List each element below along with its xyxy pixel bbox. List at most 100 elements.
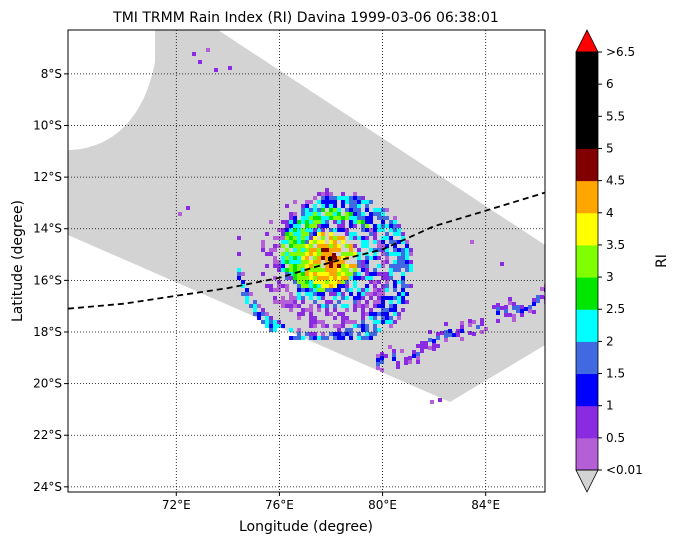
rain-cell bbox=[317, 256, 321, 260]
rain-cell bbox=[349, 244, 353, 248]
rain-cell bbox=[357, 332, 361, 336]
rain-cell bbox=[345, 212, 349, 216]
rain-cell bbox=[317, 304, 321, 308]
rain-cell bbox=[297, 228, 301, 232]
rain-cell bbox=[405, 260, 409, 264]
rain-cell bbox=[313, 272, 317, 276]
rain-cell bbox=[361, 200, 365, 204]
rain-cell bbox=[341, 196, 345, 200]
rain-cell bbox=[321, 276, 325, 280]
rain-cell bbox=[281, 260, 285, 264]
rain-cell bbox=[357, 292, 361, 296]
rain-cell bbox=[317, 224, 321, 228]
rain-cell bbox=[357, 200, 361, 204]
rain-cell bbox=[341, 200, 345, 204]
rain-cell bbox=[353, 236, 357, 240]
rain-cell bbox=[313, 240, 317, 244]
rain-cell bbox=[508, 297, 512, 301]
rain-cell bbox=[289, 328, 293, 332]
rain-cell bbox=[285, 220, 289, 224]
rain-cell bbox=[309, 200, 313, 204]
colorbar-tick-label: 3 bbox=[606, 270, 614, 284]
rain-cell bbox=[444, 338, 448, 342]
rain-cell bbox=[317, 212, 321, 216]
rain-cell bbox=[357, 196, 361, 200]
rain-cell bbox=[369, 292, 373, 296]
rain-cell bbox=[528, 305, 532, 309]
rain-cell bbox=[285, 288, 289, 292]
rain-cell bbox=[357, 256, 361, 260]
rain-cell bbox=[333, 288, 337, 292]
rain-cell bbox=[341, 204, 345, 208]
rain-cell bbox=[265, 284, 269, 288]
rain-cell bbox=[305, 256, 309, 260]
rain-cell bbox=[313, 320, 317, 324]
rain-cell bbox=[353, 208, 357, 212]
rain-cell bbox=[392, 349, 396, 353]
rain-cell bbox=[297, 236, 301, 240]
rain-cell bbox=[373, 256, 377, 260]
rain-cell bbox=[285, 284, 289, 288]
rain-cell bbox=[329, 216, 333, 220]
rain-cell bbox=[297, 264, 301, 268]
colorbar-tick-label: 4.5 bbox=[606, 174, 625, 188]
rain-cell bbox=[353, 300, 357, 304]
rain-cell bbox=[317, 296, 321, 300]
rain-cell bbox=[401, 252, 405, 256]
rain-cell bbox=[281, 300, 285, 304]
rain-cell bbox=[265, 264, 269, 268]
rain-cell bbox=[293, 224, 297, 228]
rain-cell bbox=[281, 296, 285, 300]
rain-cell bbox=[297, 240, 301, 244]
rain-cell bbox=[504, 305, 508, 309]
rain-cell bbox=[289, 272, 293, 276]
rain-cell bbox=[245, 292, 249, 296]
rain-cell bbox=[381, 224, 385, 228]
rain-cell bbox=[357, 304, 361, 308]
rain-cell bbox=[309, 312, 313, 316]
rain-cell bbox=[305, 244, 309, 248]
rain-cell bbox=[301, 260, 305, 264]
rain-cell bbox=[381, 272, 385, 276]
rain-cell bbox=[361, 324, 365, 328]
rain-cell bbox=[241, 292, 245, 296]
rain-cell bbox=[381, 264, 385, 268]
rain-cell bbox=[337, 208, 341, 212]
colorbar-tick-label: 6 bbox=[606, 77, 614, 91]
rain-cell bbox=[321, 200, 325, 204]
rain-cell bbox=[357, 324, 361, 328]
rain-cell bbox=[301, 256, 305, 260]
rain-cell bbox=[297, 304, 301, 308]
rain-cell bbox=[313, 300, 317, 304]
rain-cell bbox=[365, 240, 369, 244]
rain-cell bbox=[273, 236, 277, 240]
rain-cell bbox=[393, 232, 397, 236]
rain-cell bbox=[277, 260, 281, 264]
rain-cell bbox=[325, 256, 329, 260]
rain-cell bbox=[353, 192, 357, 196]
rain-cell bbox=[337, 272, 341, 276]
rain-cell bbox=[353, 296, 357, 300]
rain-cell bbox=[412, 354, 416, 358]
rain-cell bbox=[297, 284, 301, 288]
rain-cell bbox=[333, 276, 337, 280]
rain-cell bbox=[198, 60, 202, 64]
rain-cell bbox=[321, 320, 325, 324]
rain-cell bbox=[528, 309, 532, 313]
rain-cell bbox=[428, 346, 432, 350]
rain-cell bbox=[337, 256, 341, 260]
rain-cell bbox=[333, 264, 337, 268]
rain-cell bbox=[333, 292, 337, 296]
rain-cell bbox=[313, 196, 317, 200]
rain-cell bbox=[405, 292, 409, 296]
rain-cell bbox=[480, 322, 484, 326]
rain-cell bbox=[405, 252, 409, 256]
colorbar-tick-label: 1 bbox=[606, 399, 614, 413]
colorbar-tick-label: 2.5 bbox=[606, 302, 625, 316]
rain-cell bbox=[377, 272, 381, 276]
rain-cell bbox=[317, 260, 321, 264]
rain-cell bbox=[428, 330, 432, 334]
rain-cell bbox=[496, 303, 500, 307]
rain-cell bbox=[436, 332, 440, 336]
rain-cell bbox=[369, 256, 373, 260]
